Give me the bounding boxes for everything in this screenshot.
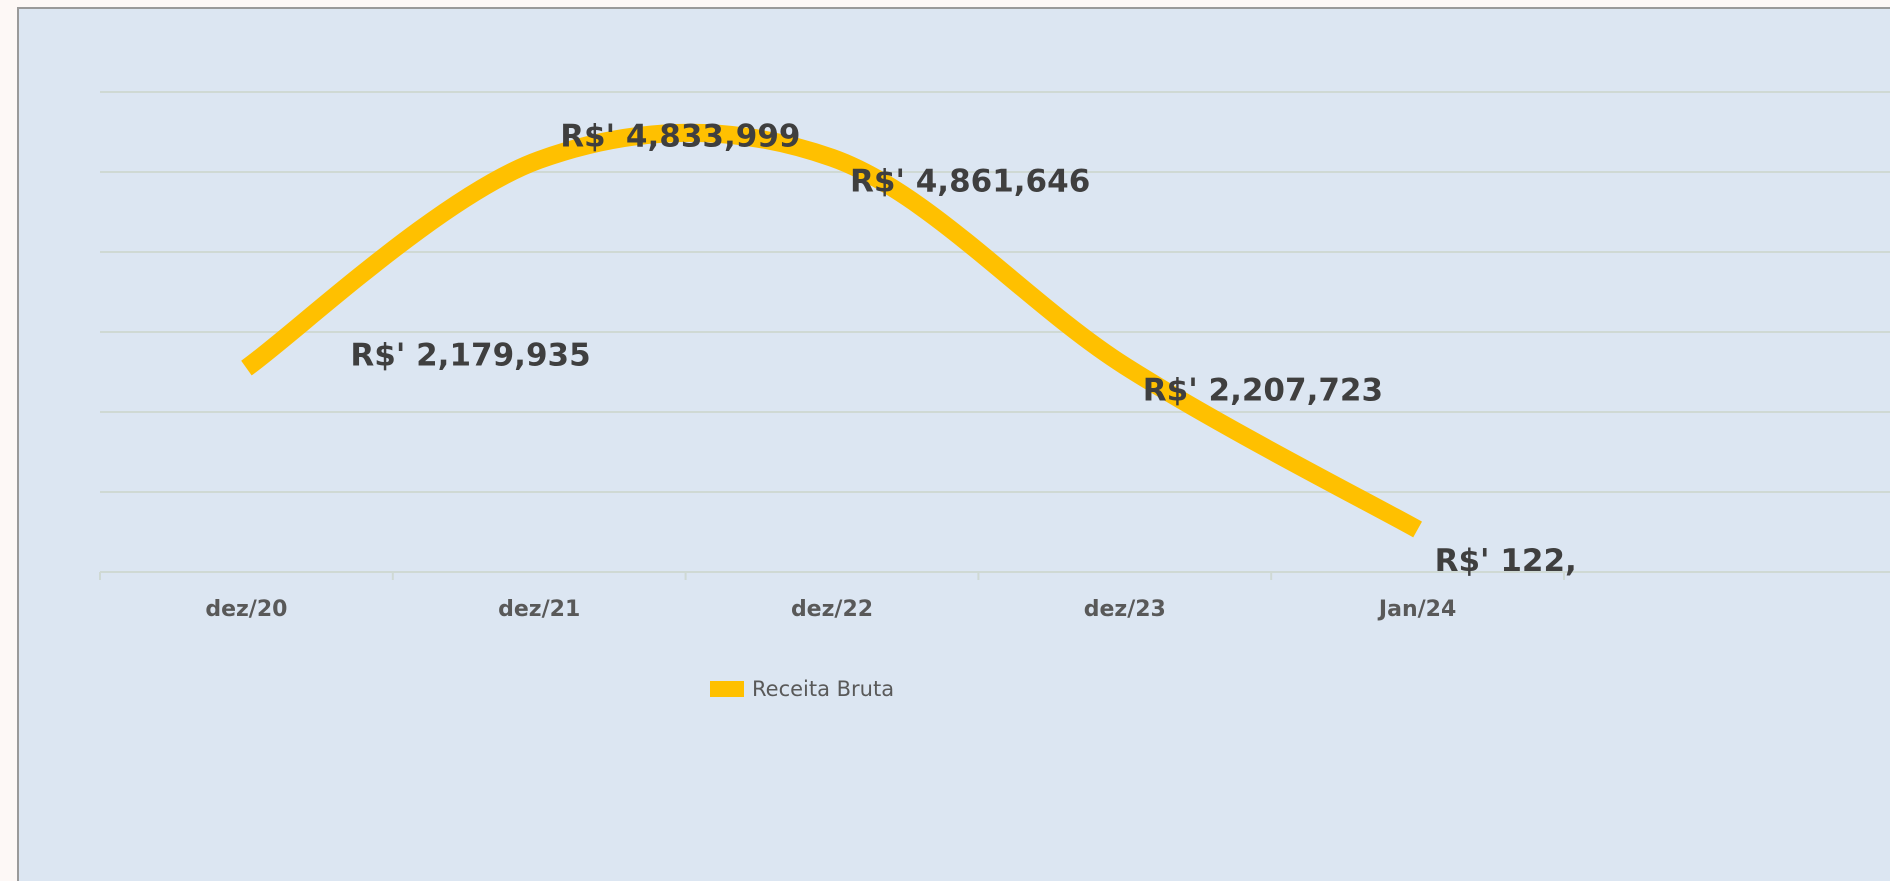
x-tick-label: dez/21 [498, 597, 580, 622]
data-label: R$' 122, [1435, 543, 1577, 579]
x-tick-label: Jan/24 [1377, 597, 1456, 622]
data-label: R$' 4,861,646 [850, 163, 1090, 199]
chart-area [17, 7, 1890, 881]
legend-label: Receita Bruta [752, 677, 894, 701]
x-tick-label: dez/23 [1084, 597, 1166, 622]
data-label: R$' 2,207,723 [1143, 372, 1383, 408]
legend-swatch [710, 681, 744, 697]
x-tick-label: dez/20 [205, 597, 287, 622]
data-label: R$' 4,833,999 [560, 118, 800, 154]
data-label: R$' 2,179,935 [350, 338, 590, 374]
data-line [241, 123, 1422, 538]
x-tick-label: dez/22 [791, 597, 873, 622]
